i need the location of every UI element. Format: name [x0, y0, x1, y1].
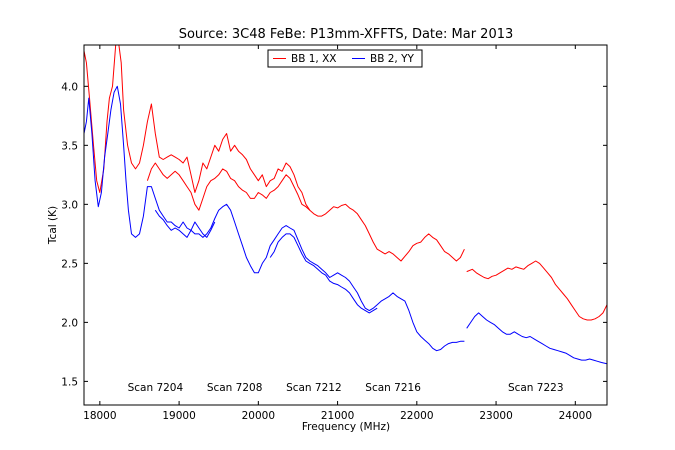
- y-tick-label: 3.5: [61, 140, 78, 152]
- legend-label: BB 1, XX: [291, 53, 337, 65]
- series-line-1-0: [146, 162, 311, 211]
- series-line-0-1: [466, 260, 607, 321]
- series-line-3-0: [154, 209, 216, 238]
- plot-area: 18000 19000 20000 21000 22000 23000 24000 1.5 2.…: [61, 44, 608, 422]
- y-tick-label: 2.0: [61, 317, 78, 329]
- x-tick-label: 22000: [400, 410, 433, 422]
- scan-annotation: Scan 7204: [128, 382, 184, 394]
- series-group: [84, 45, 607, 365]
- x-tick-label: 19000: [162, 410, 195, 422]
- series-line-2-1: [466, 312, 607, 365]
- series-line-2-0: [84, 85, 465, 352]
- x-tick-label: 20000: [242, 410, 275, 422]
- y-tick-label: 4.0: [61, 81, 78, 93]
- legend-label: BB 2, YY: [370, 53, 415, 65]
- legend-box: [267, 49, 423, 68]
- y-tick-label: 1.5: [61, 376, 78, 388]
- scan-annotation: Scan 7223: [508, 382, 564, 394]
- legend: BB 1, XX BB 2, YY: [267, 49, 423, 68]
- scan-annotation: Scan 7212: [286, 382, 342, 394]
- y-axis-title: Tcal (K): [47, 206, 59, 245]
- series-line-3-1: [269, 233, 378, 314]
- y-tick-label: 3.0: [61, 199, 78, 211]
- axes-frame: [83, 44, 608, 406]
- scan-annotation: Scan 7208: [207, 382, 263, 394]
- x-tick-label: 18000: [83, 410, 116, 422]
- x-tick-label: 23000: [479, 410, 512, 422]
- x-tick-label: 21000: [321, 410, 354, 422]
- chart-title: Source: 3C48 FeBe: P13mm-XFFTS, Date: Ma…: [179, 27, 514, 42]
- x-tick-label: 24000: [559, 410, 592, 422]
- x-axis-title: Frequency (MHz): [302, 421, 390, 433]
- series-line-0-0: [84, 45, 465, 262]
- y-tick-label: 2.5: [61, 258, 78, 270]
- scan-annotation: Scan 7216: [365, 382, 421, 394]
